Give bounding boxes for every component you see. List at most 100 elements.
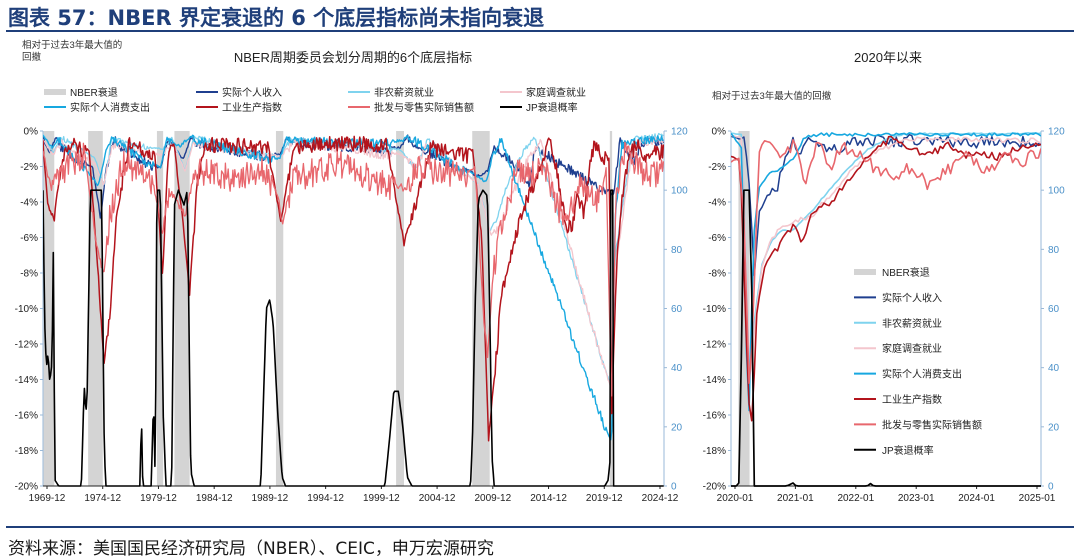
y-tick-label: -6%: [708, 233, 726, 244]
chart-title: NBER周期委员会划分周期的6个底层指标: [234, 50, 472, 65]
y-tick-label: -8%: [708, 269, 726, 280]
y2-tick-label: 20: [671, 422, 683, 433]
y-tick-label: -18%: [15, 446, 38, 457]
recession-band: [156, 131, 164, 486]
x-tick-label: 1989-12: [252, 493, 289, 504]
legend-label: 家庭调查就业: [526, 86, 586, 99]
source-note: 资料来源：美国国民经济研究局（NBER）、CEIC，申万宏源研究: [8, 539, 494, 559]
y-tick-label: -20%: [15, 482, 38, 493]
y-tick-label: -16%: [703, 411, 726, 422]
y-tick-label: -12%: [703, 340, 726, 351]
legend-label: 实际个人收入: [222, 86, 282, 99]
y2-tick-label: 20: [1048, 422, 1060, 433]
recession-band: [472, 131, 490, 486]
x-tick-label: 2019-12: [586, 493, 623, 504]
y-tick-label: -10%: [15, 304, 38, 315]
y2-tick-label: 60: [1048, 304, 1060, 315]
x-tick-label: 2025-01: [1019, 493, 1056, 504]
x-tick-label: 2004-12: [419, 493, 456, 504]
y-tick-label: -20%: [703, 482, 726, 493]
x-tick-label: 2014-12: [530, 493, 567, 504]
x-tick-label: 2020-01: [717, 493, 754, 504]
x-tick-label: 2023-01: [898, 493, 935, 504]
y-tick-label: -8%: [20, 269, 38, 280]
chart-title: 2020年以来: [854, 50, 922, 65]
legend-swatch: [44, 89, 66, 95]
series-line-JP衰退概率: [43, 189, 664, 487]
recession-band: [174, 131, 190, 486]
x-tick-label: 2024-12: [642, 493, 679, 504]
x-tick-label: 1969-12: [29, 493, 66, 504]
legend-label: 工业生产指数: [882, 393, 942, 406]
legend-label: NBER衰退: [882, 266, 930, 279]
y2-tick-label: 120: [671, 127, 688, 138]
series-line-批发与零售实际销售额: [43, 141, 664, 397]
x-tick-label: 2022-01: [837, 493, 874, 504]
y-tick-label: -10%: [703, 304, 726, 315]
series-line-实际个人消费支出: [43, 134, 664, 441]
recession-band: [738, 131, 750, 486]
y-axis-label: 相对于过去3年最大值的: [22, 39, 122, 51]
series-line-工业生产指数: [43, 135, 664, 442]
recession-band: [275, 131, 284, 486]
legend-swatch: [854, 269, 876, 275]
legend-label: JP衰退概率: [882, 444, 934, 457]
figure-title: 图表 57：NBER 界定衰退的 6 个底层指标尚未指向衰退: [8, 6, 545, 30]
y-tick-label: -14%: [703, 375, 726, 386]
legend-label: 批发与零售实际销售额: [882, 418, 982, 431]
source-rule: [6, 526, 1074, 528]
x-tick-label: 1999-12: [363, 493, 400, 504]
y-tick-label: 0%: [24, 127, 39, 138]
x-tick-label: 2021-01: [777, 493, 814, 504]
x-tick-label: 1984-12: [196, 493, 233, 504]
x-tick-label: 1974-12: [84, 493, 121, 504]
y2-tick-label: 0: [1048, 482, 1054, 493]
legend-label: 非农薪资就业: [374, 86, 434, 99]
y2-tick-label: 60: [671, 304, 683, 315]
legend-label: 实际个人消费支出: [70, 101, 150, 114]
y-axis-label: 相对于过去3年最大值的回撤: [712, 90, 832, 102]
y2-tick-label: 40: [1048, 363, 1060, 374]
legend-label: 实际个人消费支出: [882, 368, 962, 381]
y-tick-label: -4%: [708, 198, 726, 209]
legend-label: 家庭调查就业: [882, 342, 942, 355]
recession-band: [88, 131, 103, 486]
legend-label: 工业生产指数: [222, 101, 282, 114]
y-tick-label: -2%: [708, 162, 726, 173]
series-line-工业生产指数: [731, 135, 1041, 422]
x-tick-label: 1979-12: [140, 493, 177, 504]
recession-band: [43, 131, 55, 486]
y2-tick-label: 100: [671, 186, 688, 197]
title-rule: [6, 30, 1074, 32]
y2-tick-label: 40: [671, 363, 683, 374]
legend-label: 批发与零售实际销售额: [374, 101, 474, 114]
y2-tick-label: 80: [671, 245, 683, 256]
main-chart: NBER周期委员会划分周期的6个底层指标相对于过去3年最大值的回撤0%-2%-4…: [15, 39, 1065, 504]
y2-tick-label: 100: [1048, 186, 1065, 197]
series-line-JP衰退概率: [731, 189, 1041, 487]
x-tick-label: 1994-12: [307, 493, 344, 504]
y2-tick-label: 0: [671, 482, 677, 493]
x-tick-label: 2009-12: [474, 493, 511, 504]
x-tick-label: 2024-01: [958, 493, 995, 504]
y-tick-label: -4%: [20, 198, 38, 209]
y-tick-label: -2%: [20, 162, 38, 173]
series-line-批发与零售实际销售额: [731, 139, 1041, 384]
series-line-实际个人消费支出: [731, 132, 1041, 412]
legend-label: JP衰退概率: [526, 101, 578, 114]
y-tick-label: -16%: [15, 411, 38, 422]
recession-band: [396, 131, 404, 486]
legend-label: 非农薪资就业: [882, 317, 942, 330]
y2-tick-label: 120: [1048, 127, 1065, 138]
y-tick-label: -18%: [703, 446, 726, 457]
y-tick-label: -12%: [15, 340, 38, 351]
legend-label: NBER衰退: [70, 86, 118, 99]
y-tick-label: -6%: [20, 233, 38, 244]
chart-panel-1: NBER周期委员会划分周期的6个底层指标 相对于过去3年最大值的回撤 0% -2% -4…: [15, 39, 688, 504]
y2-tick-label: 80: [1048, 245, 1060, 256]
y-axis-label: 回撤: [22, 51, 42, 63]
y-tick-label: -14%: [15, 375, 38, 386]
legend-label: 实际个人收入: [882, 291, 942, 304]
series-line-实际个人收入: [731, 133, 1041, 277]
